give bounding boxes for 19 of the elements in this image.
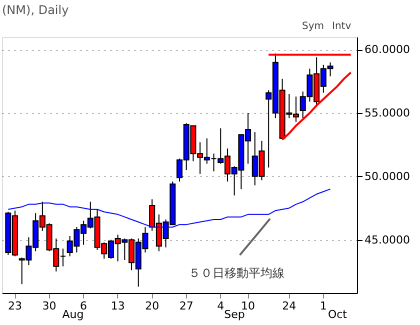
x-tick-label: 4 — [217, 300, 224, 312]
text: Intv — [332, 21, 352, 32]
text: Oct — [328, 308, 348, 321]
y-tick-label: 60.0000 — [364, 43, 410, 56]
x-tick-label: 1 — [320, 300, 327, 312]
x-tick-label: 20 — [145, 300, 160, 312]
y-tick-label: 45.0000 — [364, 233, 410, 246]
line-series — [281, 71, 352, 141]
annotation: ５０日移動平均線 — [188, 266, 284, 280]
x-tick-label: 23 — [8, 300, 22, 312]
y-tick-label: 50.0000 — [364, 170, 410, 183]
x-tick-label: 13 — [110, 300, 125, 312]
x-tick-label: 27 — [179, 300, 194, 312]
x-tick-label: 6 — [80, 300, 88, 312]
x-tick-label: 30 — [42, 300, 56, 312]
text: Sym — [302, 21, 324, 32]
y-tick-label: 55.0000 — [364, 106, 410, 120]
chart-title: (NM), Daily — [2, 3, 69, 17]
x-tick-label: 24 — [282, 300, 296, 312]
